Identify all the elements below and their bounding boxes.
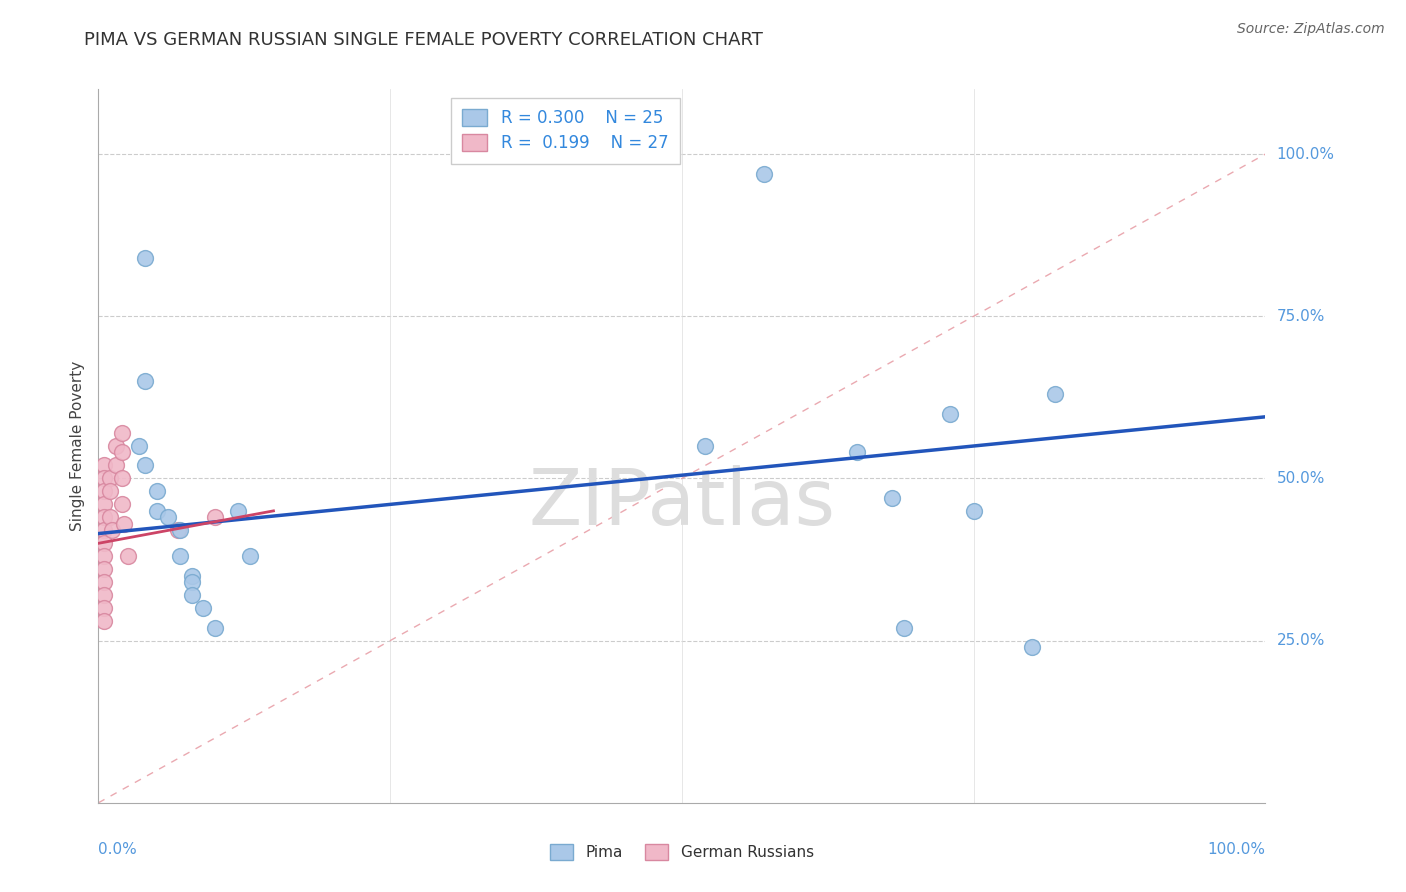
Point [101, 524, 124, 538]
Point [93, 484, 115, 499]
Point [204, 510, 226, 524]
Point [111, 425, 134, 440]
Point [93, 536, 115, 550]
Point [112, 516, 135, 531]
Point [180, 568, 202, 582]
Point [134, 458, 156, 473]
Point [111, 497, 134, 511]
Point [98, 510, 121, 524]
Point [695, 439, 717, 453]
Text: 100.0%: 100.0% [1277, 146, 1334, 161]
Point [93, 471, 115, 485]
Point [146, 484, 169, 499]
Point [98, 484, 121, 499]
Point [146, 504, 169, 518]
Point [962, 504, 984, 518]
Text: PIMA VS GERMAN RUSSIAN SINGLE FEMALE POVERTY CORRELATION CHART: PIMA VS GERMAN RUSSIAN SINGLE FEMALE POV… [84, 31, 763, 49]
Point [180, 588, 202, 602]
Point [180, 575, 202, 590]
Point [1021, 640, 1043, 654]
Point [193, 601, 215, 615]
Point [111, 471, 134, 485]
Point [93, 549, 115, 564]
Text: Source: ZipAtlas.com: Source: ZipAtlas.com [1237, 22, 1385, 37]
Legend: Pima, German Russians: Pima, German Russians [544, 838, 820, 866]
Point [169, 549, 191, 564]
Point [93, 562, 115, 576]
Text: ZIPatlas: ZIPatlas [529, 465, 835, 541]
Point [111, 445, 134, 459]
Y-axis label: Single Female Poverty: Single Female Poverty [69, 361, 84, 531]
Point [117, 549, 139, 564]
Point [134, 251, 156, 265]
Point [157, 510, 180, 524]
Point [93, 497, 115, 511]
Text: 100.0%: 100.0% [1208, 842, 1265, 856]
Point [939, 407, 962, 421]
Point [239, 549, 262, 564]
Point [93, 575, 115, 590]
Text: 50.0%: 50.0% [1277, 471, 1324, 486]
Point [134, 374, 156, 388]
Point [128, 439, 150, 453]
Text: 25.0%: 25.0% [1277, 633, 1324, 648]
Point [169, 524, 191, 538]
Point [1045, 387, 1067, 401]
Point [880, 491, 903, 505]
Point [104, 439, 127, 453]
Point [93, 614, 115, 628]
Text: 0.0%: 0.0% [98, 842, 138, 856]
Point [846, 445, 869, 459]
Point [93, 588, 115, 602]
Text: 75.0%: 75.0% [1277, 309, 1324, 324]
Point [93, 458, 115, 473]
Point [98, 471, 121, 485]
Point [893, 621, 915, 635]
Point [93, 601, 115, 615]
Point [104, 458, 127, 473]
Point [204, 621, 226, 635]
Point [93, 524, 115, 538]
Point [228, 504, 250, 518]
Point [752, 167, 775, 181]
Point [166, 524, 188, 538]
Point [93, 510, 115, 524]
